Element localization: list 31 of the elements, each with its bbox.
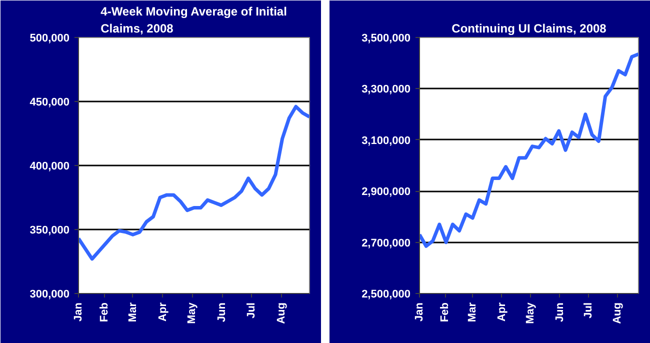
x-tick-label: Feb (98, 302, 111, 322)
x-tick-label: Jun (554, 302, 566, 322)
x-tick-label: Aug (612, 302, 624, 324)
y-tick-label: 500,000 (30, 32, 70, 44)
x-tick-label: May (524, 302, 536, 324)
x-tick-label: Jul (582, 302, 594, 318)
y-tick-label: 350,000 (30, 224, 70, 236)
x-tick-label: Apr (496, 302, 508, 322)
line-series (420, 52, 638, 248)
y-tick-label: 2,900,000 (362, 186, 410, 198)
y-tick-label: 2,700,000 (362, 237, 410, 250)
x-tick-label: Feb (439, 302, 452, 322)
y-tick-label: 450,000 (30, 96, 70, 108)
x-tick-label: Mar (126, 302, 139, 322)
x-tick-label: Apr (156, 302, 169, 322)
line-series (78, 104, 310, 261)
y-tick-label: 300,000 (30, 288, 70, 300)
y-tick-label: 400,000 (30, 160, 70, 172)
x-tick-label: Jan (72, 302, 84, 322)
y-tick-label: 3,500,000 (362, 32, 410, 44)
x-tick-label: Aug (275, 302, 288, 324)
x-tick-label: Jan (414, 302, 426, 322)
y-tick-label: 3,100,000 (362, 134, 410, 147)
chart-title: 4-Week Moving Average of Initial Claims, 2008 (100, 4, 287, 36)
chart-title: Continuing UI Claims, 2008 (452, 22, 607, 36)
y-tick-label: 3,300,000 (362, 84, 410, 96)
x-tick-label: May (186, 302, 198, 324)
x-tick-label: Mar (466, 302, 479, 322)
x-tick-label: Jun (216, 302, 228, 322)
x-tick-label: Jul (245, 302, 258, 318)
y-tick-label: 2,500,000 (362, 288, 410, 300)
